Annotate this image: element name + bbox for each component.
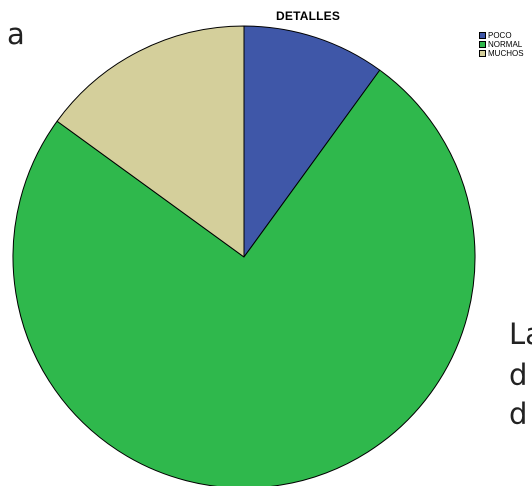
pie-slice-normal [12,69,476,486]
legend-label-muchos: MUCHOS [488,49,524,58]
legend-item-normal: NORMAL [479,40,524,49]
legend-swatch-poco [479,32,486,39]
background-text-left: a [7,17,25,51]
legend-item-muchos: MUCHOS [479,49,524,58]
background-text-right-3: d [509,397,528,431]
legend-swatch-normal [479,41,486,48]
chart-title: DETALLES [276,9,341,23]
background-text-right-2: d [509,358,528,392]
pie-slice-muchos [56,25,245,258]
pie-slice-poco [243,25,381,258]
background-text-right-1: La [509,317,532,351]
legend-label-poco: POCO [488,31,512,40]
chart-legend: POCO NORMAL MUCHOS [479,31,524,58]
legend-label-normal: NORMAL [488,40,523,49]
legend-swatch-muchos [479,50,486,57]
legend-item-poco: POCO [479,31,524,40]
